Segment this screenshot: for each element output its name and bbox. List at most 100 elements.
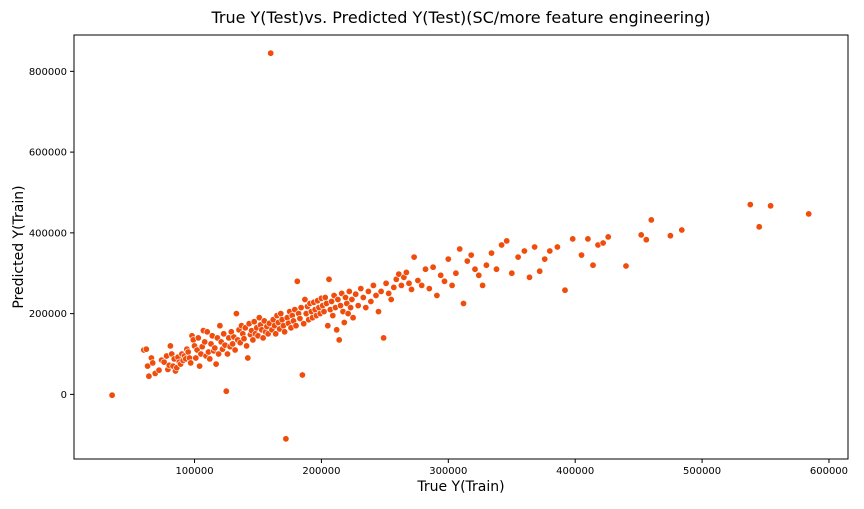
data-point bbox=[520, 247, 528, 255]
data-point bbox=[402, 268, 410, 276]
data-point bbox=[642, 236, 650, 244]
data-point bbox=[475, 271, 483, 279]
data-point bbox=[569, 235, 577, 243]
data-point bbox=[553, 243, 561, 251]
data-point bbox=[362, 304, 370, 312]
data-point bbox=[145, 372, 153, 380]
data-point bbox=[320, 308, 328, 316]
data-point bbox=[367, 297, 375, 305]
data-point bbox=[440, 277, 448, 285]
x-tick-label: 500000 bbox=[683, 466, 721, 477]
data-point bbox=[206, 355, 214, 363]
x-axis-label: True Y(Train) bbox=[416, 479, 504, 495]
x-tick-label: 200000 bbox=[302, 466, 340, 477]
data-point bbox=[584, 235, 592, 243]
data-point bbox=[359, 293, 367, 301]
data-point bbox=[325, 275, 333, 283]
data-point bbox=[203, 328, 211, 336]
data-point bbox=[192, 354, 200, 362]
data-point bbox=[377, 287, 385, 295]
data-point bbox=[467, 251, 475, 259]
data-point bbox=[397, 281, 405, 289]
data-point bbox=[334, 295, 342, 303]
data-point bbox=[395, 270, 403, 278]
data-point bbox=[329, 312, 337, 320]
data-point bbox=[487, 249, 495, 257]
data-point bbox=[244, 354, 252, 362]
data-point bbox=[184, 348, 192, 356]
data-point bbox=[364, 287, 372, 295]
data-point bbox=[335, 336, 343, 344]
data-point bbox=[577, 251, 585, 259]
y-axis-ticks: 0 200000 400000 600000 800000 bbox=[29, 67, 74, 401]
data-point bbox=[599, 239, 607, 247]
data-point bbox=[452, 269, 460, 277]
data-point bbox=[267, 49, 275, 57]
x-tick-label: 600000 bbox=[810, 466, 848, 477]
data-point bbox=[561, 286, 569, 294]
data-point bbox=[324, 322, 332, 330]
data-point bbox=[805, 210, 813, 218]
data-point bbox=[429, 263, 437, 271]
data-point bbox=[345, 287, 353, 295]
chart-title: True Y(Test)vs. Predicted Y(Test)(SC/mor… bbox=[210, 8, 710, 27]
data-point bbox=[232, 310, 240, 318]
data-point bbox=[382, 279, 390, 287]
data-point bbox=[282, 435, 290, 443]
data-point bbox=[421, 265, 429, 273]
data-point bbox=[498, 241, 506, 249]
data-point bbox=[166, 342, 174, 350]
data-point bbox=[425, 285, 433, 293]
data-point bbox=[755, 223, 763, 231]
data-point bbox=[187, 359, 195, 367]
data-point bbox=[229, 340, 237, 348]
data-point bbox=[448, 281, 456, 289]
data-point bbox=[405, 279, 413, 287]
data-point bbox=[414, 276, 422, 284]
data-point bbox=[108, 391, 116, 399]
data-point bbox=[459, 299, 467, 307]
data-point bbox=[354, 302, 362, 310]
data-point bbox=[357, 285, 365, 293]
data-point bbox=[142, 345, 150, 353]
data-point bbox=[243, 342, 251, 350]
data-point bbox=[456, 245, 464, 253]
data-point bbox=[589, 261, 597, 269]
data-point bbox=[372, 291, 380, 299]
data-point bbox=[604, 233, 612, 241]
data-point bbox=[292, 322, 300, 330]
data-point bbox=[222, 387, 230, 395]
data-point bbox=[767, 202, 775, 210]
data-point bbox=[471, 265, 479, 273]
y-tick-label: 400000 bbox=[29, 228, 67, 239]
data-point bbox=[380, 334, 388, 342]
data-point bbox=[407, 285, 415, 293]
data-point bbox=[328, 297, 336, 305]
x-tick-label: 100000 bbox=[175, 466, 213, 477]
data-point bbox=[647, 216, 655, 224]
data-point bbox=[390, 283, 398, 291]
data-point bbox=[220, 330, 228, 338]
data-point bbox=[272, 330, 280, 338]
data-point bbox=[231, 346, 239, 354]
data-point bbox=[479, 281, 487, 289]
y-tick-label: 800000 bbox=[29, 67, 67, 78]
data-point bbox=[240, 335, 248, 343]
data-point bbox=[410, 253, 418, 261]
data-point bbox=[637, 231, 645, 239]
data-point bbox=[463, 257, 471, 265]
data-point bbox=[352, 290, 360, 298]
data-point bbox=[194, 334, 202, 342]
data-point bbox=[215, 350, 223, 358]
data-point bbox=[255, 314, 263, 322]
data-point bbox=[349, 314, 357, 322]
data-point bbox=[369, 281, 377, 289]
plot-area-frame bbox=[73, 34, 849, 460]
data-point bbox=[341, 293, 349, 301]
data-point bbox=[387, 295, 395, 303]
data-point bbox=[160, 358, 168, 366]
x-tick-label: 400000 bbox=[556, 466, 594, 477]
data-point bbox=[340, 318, 348, 326]
